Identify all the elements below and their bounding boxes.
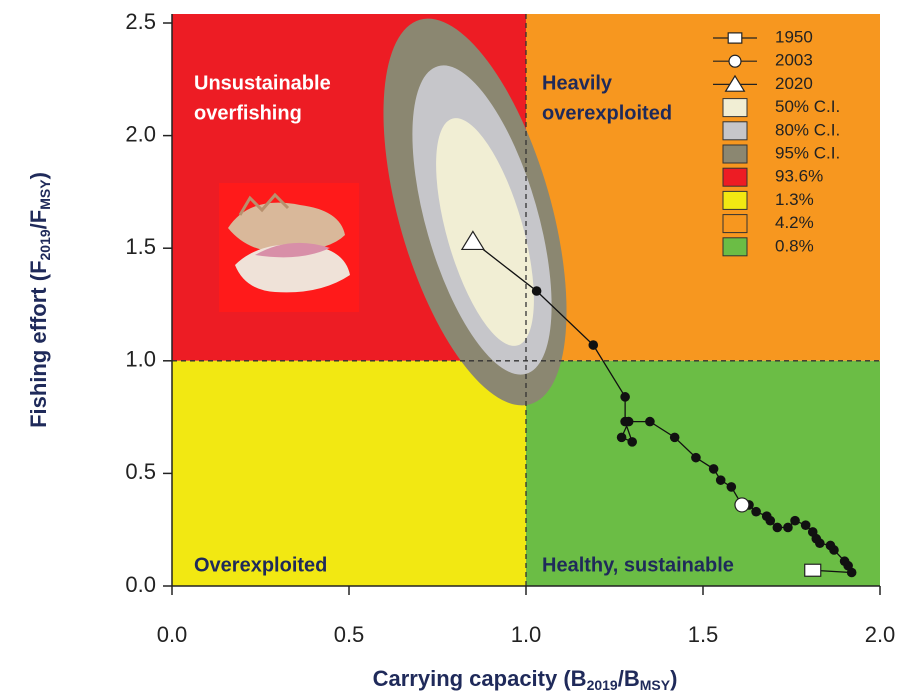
title-part: ) xyxy=(26,172,51,179)
trajectory-point xyxy=(801,520,811,530)
legend-label: 95% C.I. xyxy=(775,143,840,162)
legend-swatch xyxy=(723,168,747,186)
trajectory-point xyxy=(627,437,637,447)
year-marker xyxy=(805,564,821,576)
title-part: Carrying capacity (B xyxy=(373,666,587,691)
trajectory-point xyxy=(670,433,680,443)
trajectory-point xyxy=(762,511,772,521)
trajectory-point xyxy=(620,392,630,402)
quadrant xyxy=(526,361,880,586)
legend-label: 1.3% xyxy=(775,190,814,209)
x-tick-label: 1.0 xyxy=(511,622,542,647)
trajectory-point xyxy=(716,475,726,485)
legend-marker xyxy=(729,55,741,67)
trajectory-point xyxy=(808,527,818,537)
title-part: /B xyxy=(618,666,640,691)
legend-swatch xyxy=(723,99,747,117)
legend-swatch xyxy=(723,215,747,233)
legend-label: 2020 xyxy=(775,74,813,93)
trajectory-point xyxy=(709,464,719,474)
y-tick-label: 2.5 xyxy=(125,9,156,34)
quadrant-label: overfishing xyxy=(194,102,302,124)
subscript: 2019 xyxy=(587,677,618,693)
quadrant-label: Heavily xyxy=(542,72,613,94)
trajectory-point xyxy=(773,523,783,533)
legend-label: 80% C.I. xyxy=(775,120,840,139)
legend-marker xyxy=(728,33,742,43)
quadrant-label: overexploited xyxy=(542,102,672,124)
legend-swatch xyxy=(723,122,747,140)
conch-photo xyxy=(219,183,359,312)
trajectory-point xyxy=(645,417,655,427)
legend-swatch xyxy=(723,145,747,163)
legend-label: 93.6% xyxy=(775,167,823,186)
title-part: Fishing effort (F xyxy=(26,260,51,427)
trajectory-point xyxy=(620,417,630,427)
x-tick-label: 1.5 xyxy=(688,622,719,647)
y-tick-label: 1.0 xyxy=(125,347,156,372)
trajectory-point xyxy=(751,507,761,517)
legend-swatch xyxy=(723,238,747,256)
trajectory-point xyxy=(826,541,836,551)
year-marker xyxy=(735,498,749,512)
y-tick-label: 1.5 xyxy=(125,234,156,259)
trajectory-point xyxy=(790,516,800,526)
y-label: Fishing effort (F2019/FMSY) xyxy=(26,172,53,428)
quadrant-label: Overexploited xyxy=(194,554,327,576)
x-tick-label: 0.0 xyxy=(157,622,188,647)
trajectory-point xyxy=(617,433,627,443)
y-tick-label: 2.0 xyxy=(125,121,156,146)
legend-swatch xyxy=(723,191,747,209)
trajectory-point xyxy=(691,453,701,463)
title-part: /F xyxy=(26,210,51,230)
trajectory-point xyxy=(783,523,793,533)
y-tick-label: 0.5 xyxy=(125,459,156,484)
subscript: 2019 xyxy=(37,229,53,260)
trajectory-point xyxy=(588,340,598,350)
subscript: MSY xyxy=(640,677,671,693)
x-tick-label: 0.5 xyxy=(334,622,365,647)
legend-label: 4.2% xyxy=(775,213,814,232)
quadrant xyxy=(172,361,526,586)
legend-label: 1950 xyxy=(775,27,813,46)
trajectory-point xyxy=(532,286,542,296)
quadrant-label: Healthy, sustainable xyxy=(542,554,734,576)
trajectory-point xyxy=(840,556,850,566)
legend-label: 0.8% xyxy=(775,236,814,255)
x-label: Carrying capacity (B2019/BMSY) xyxy=(373,666,678,693)
subscript: MSY xyxy=(37,179,53,210)
chart: Unsustainable overfishing Overexploited Hea… xyxy=(0,0,920,699)
trajectory-point xyxy=(727,482,737,492)
title-part: ) xyxy=(670,666,677,691)
x-tick-label: 2.0 xyxy=(865,622,896,647)
quadrant xyxy=(526,14,880,361)
quadrant-label: Unsustainable xyxy=(194,72,331,94)
y-tick-label: 0.0 xyxy=(125,572,156,597)
legend-label: 2003 xyxy=(775,51,813,70)
legend-label: 50% C.I. xyxy=(775,97,840,116)
